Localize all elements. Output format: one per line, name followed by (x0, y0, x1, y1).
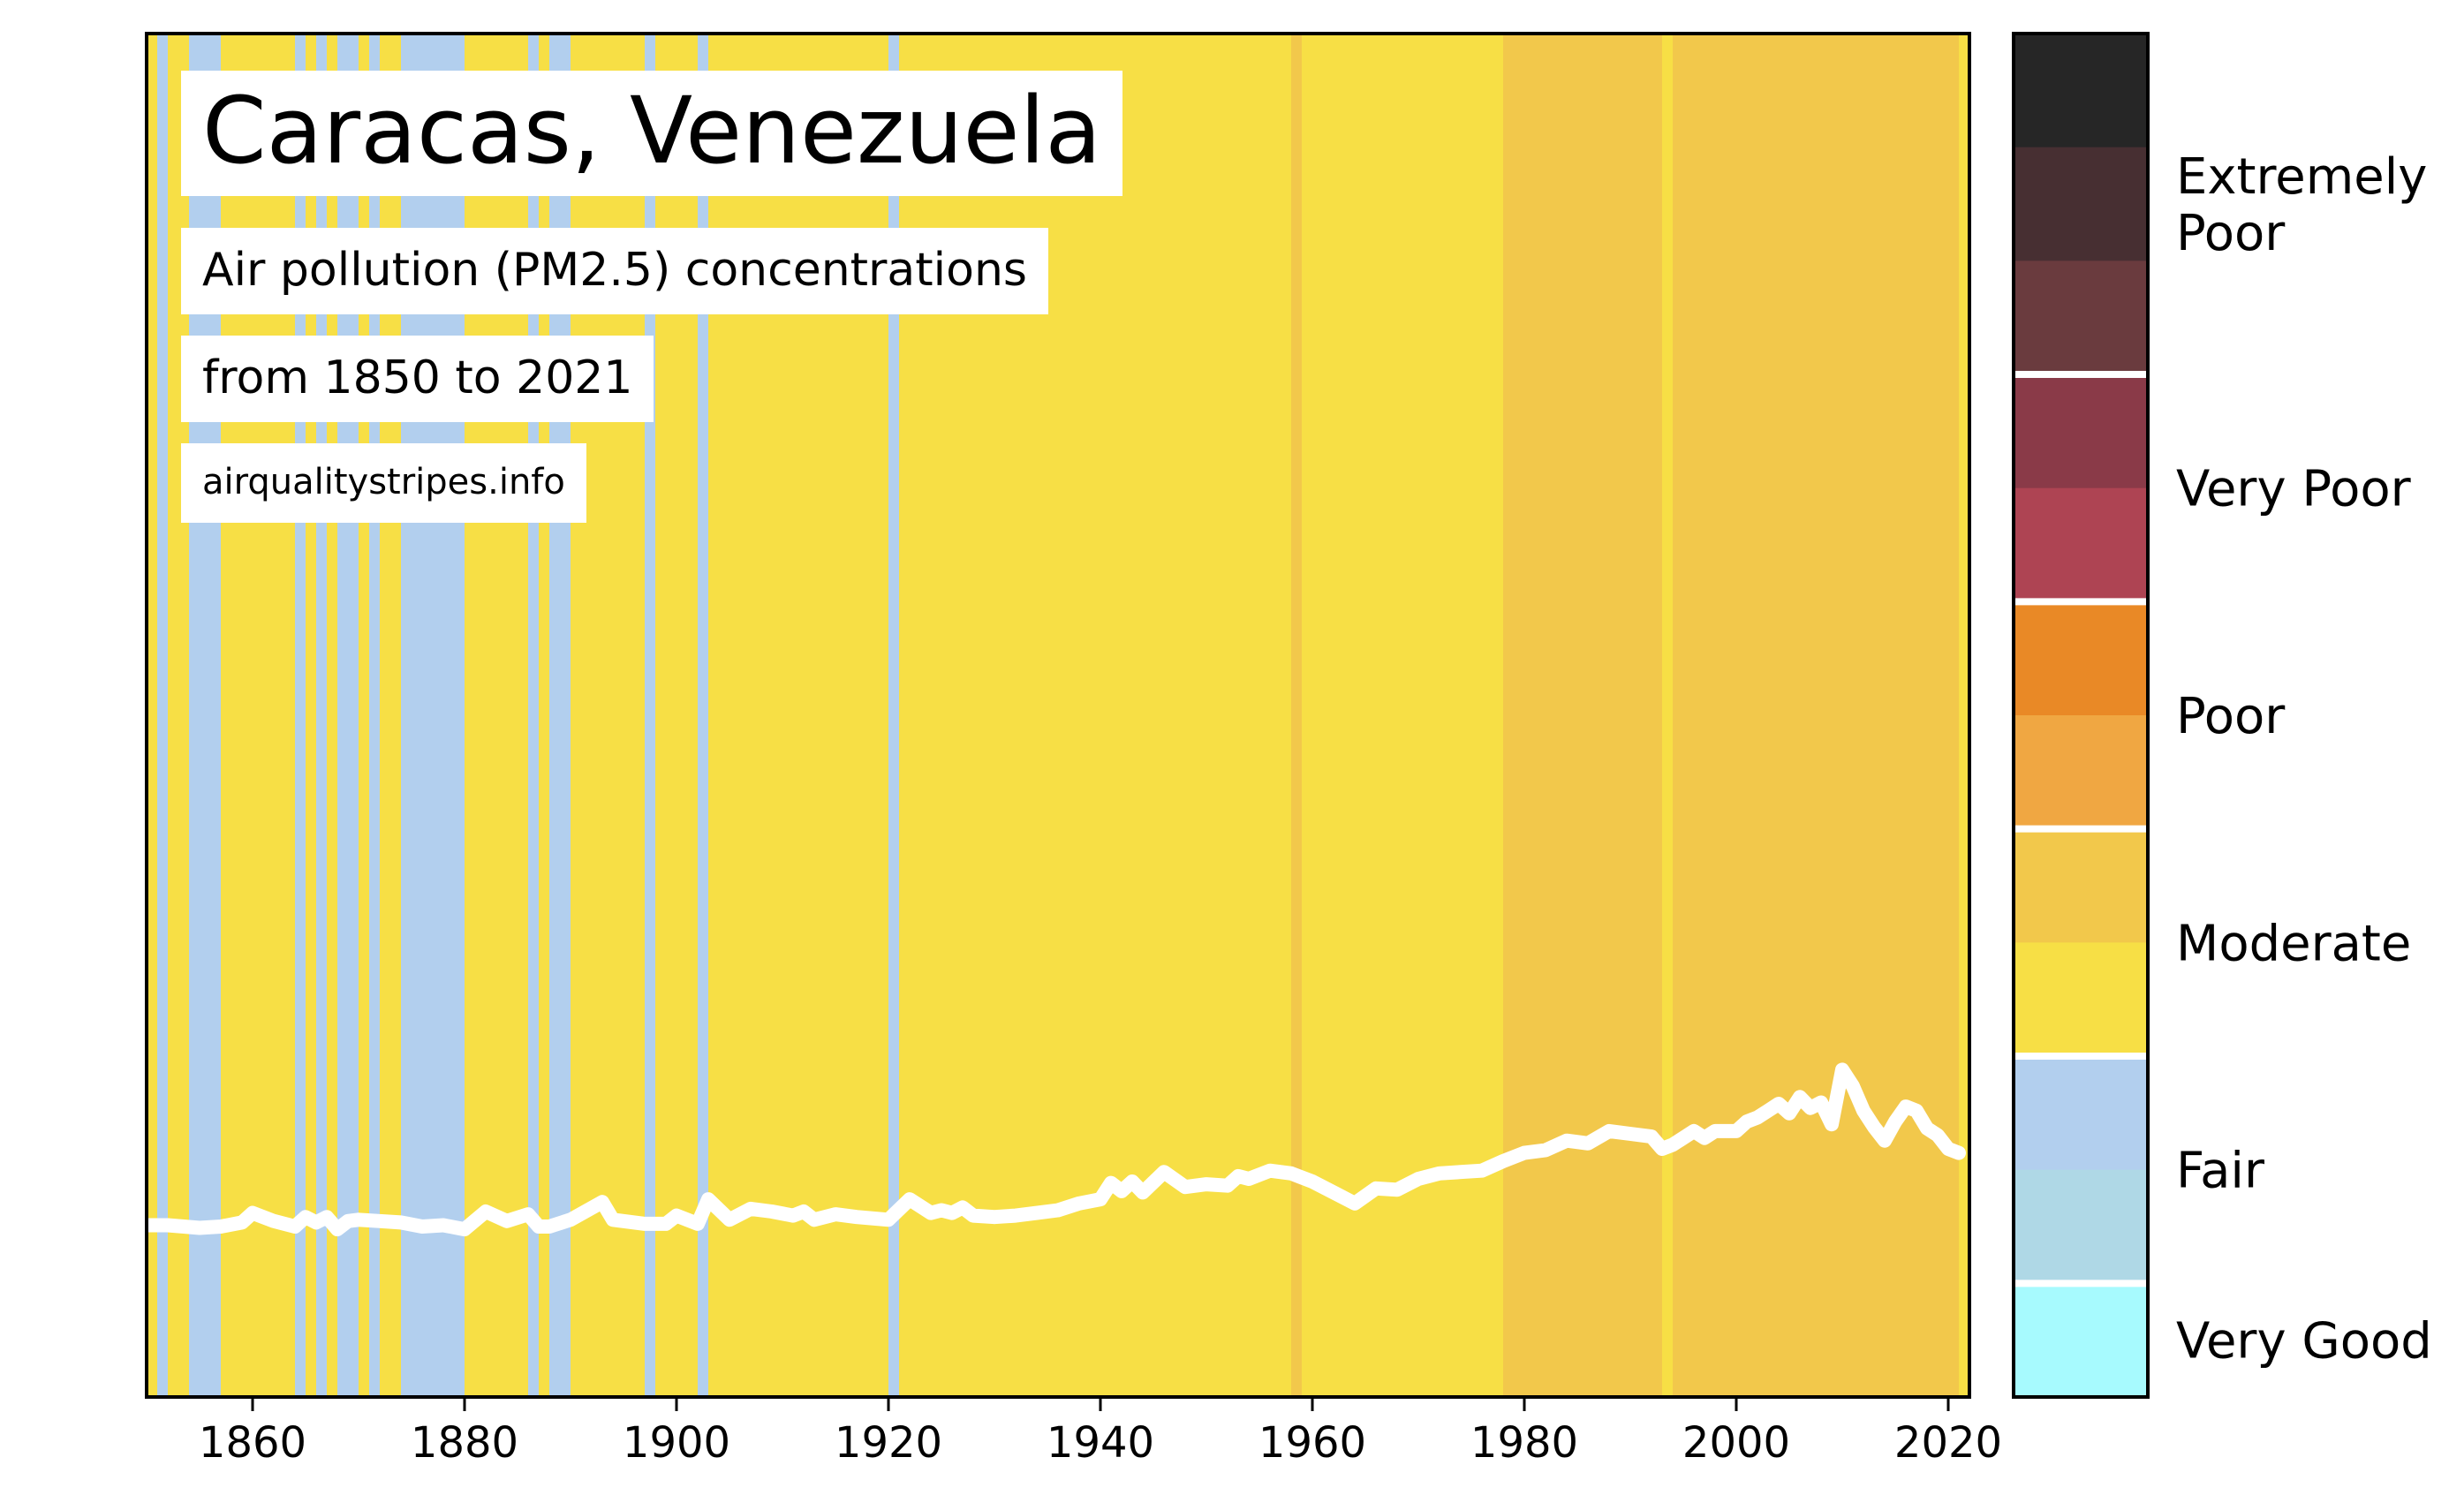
stripe (888, 34, 900, 1397)
stripe (1662, 34, 1674, 1397)
pm25-line (140, 1062, 1966, 1237)
legend-swatch (2014, 487, 2148, 602)
stripe (1291, 34, 1303, 1397)
stripe (1503, 34, 1663, 1397)
x-tick-label: 1960 (1258, 1418, 1366, 1468)
legend-label: Very Poor (2176, 461, 2412, 518)
pollution-line-layer (140, 1062, 1966, 1237)
stripe (168, 34, 179, 1397)
x-tick-label: 1900 (623, 1418, 730, 1468)
legend-swatch (2014, 34, 2148, 148)
legend-label: Moderate (2176, 915, 2411, 972)
x-tick-label: 1860 (199, 1418, 306, 1468)
legend-swatch (2014, 374, 2148, 489)
plot-frame (145, 32, 1971, 1399)
stripe (1673, 34, 1960, 1397)
legend-label: Fair (2176, 1143, 2265, 1200)
legend-swatch (2014, 942, 2148, 1057)
chart-subtitle: Air pollution (PM2.5) concentrations (181, 228, 1048, 314)
legend-label: Poor (2176, 688, 2286, 745)
x-tick-label: 1980 (1470, 1418, 1578, 1468)
legend-frame (2012, 32, 2150, 1399)
x-tick-label: 2020 (1894, 1418, 2002, 1468)
legend-swatch (2014, 1169, 2148, 1284)
color-legend: Extremely Poor Very Poor Poor Moderate Fair Ve… (2012, 32, 2432, 1399)
x-tick-label: 1940 (1047, 1418, 1154, 1468)
legend-label: Extremely Poor (2176, 148, 2427, 262)
legend-label: Very Good (2176, 1313, 2432, 1370)
legend-swatch (2014, 1056, 2148, 1171)
legend-swatch (2014, 828, 2148, 943)
legend-swatch (2014, 715, 2148, 830)
source-link[interactable]: airqualitystripes.info (181, 443, 586, 523)
stripe (147, 34, 158, 1397)
chart-period: from 1850 to 2021 (181, 336, 654, 422)
legend-swatch (2014, 1283, 2148, 1398)
legend-swatch (2014, 601, 2148, 716)
x-axis: 1860 1880 1900 1920 1940 1960 1980 2000 2020 (199, 1397, 2002, 1468)
stripe (157, 34, 169, 1397)
x-tick-label: 1920 (835, 1418, 942, 1468)
chart-title: Caracas, Venezuela (181, 71, 1123, 196)
legend-swatch (2014, 147, 2148, 261)
stripe (698, 34, 709, 1397)
x-tick-label: 2000 (1682, 1418, 1790, 1468)
legend-swatch (2014, 260, 2148, 375)
x-tick-label: 1880 (411, 1418, 518, 1468)
stripe (1959, 34, 1970, 1397)
